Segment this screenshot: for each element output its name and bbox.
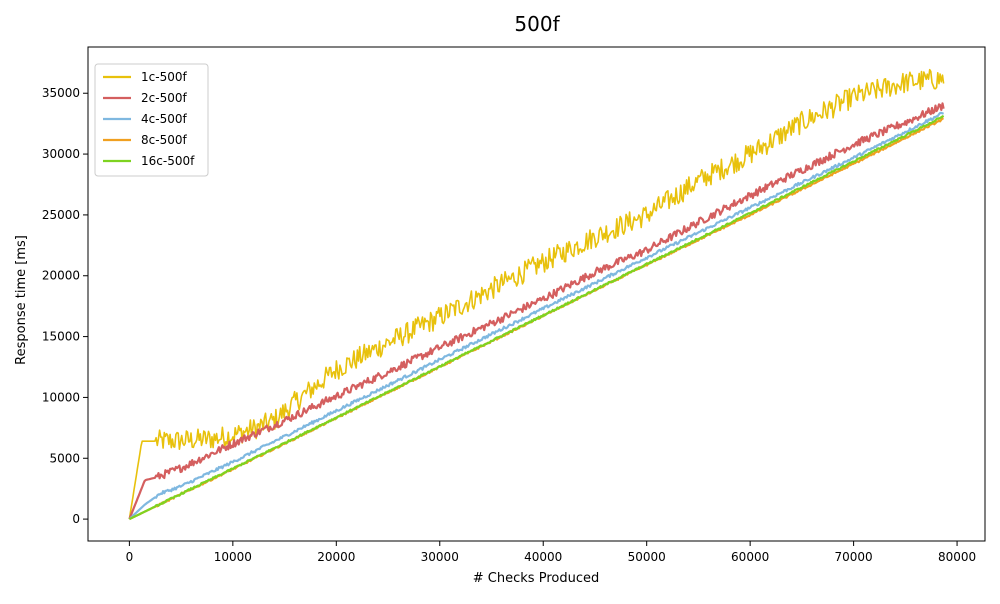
legend-frame xyxy=(94,63,209,177)
y-tick-label: 5000 xyxy=(49,451,80,465)
x-tick-label: 0 xyxy=(126,550,134,564)
y-tick-label: 0 xyxy=(72,512,80,526)
x-tick-label: 10000 xyxy=(214,550,252,564)
y-tick-label: 15000 xyxy=(42,330,80,344)
chart-title: 500f xyxy=(514,12,560,36)
chart-legend: 1c-500f 2c-500f 4c-500f 8c-500f 16c-500f xyxy=(94,63,209,177)
x-tick-label: 40000 xyxy=(524,550,562,564)
series-line-1c-500f xyxy=(128,68,945,520)
series-line-2c-500f xyxy=(128,102,945,520)
y-tick-label: 25000 xyxy=(42,208,80,222)
y-axis-ticks: 0 5000 10000 15000 20000 25000 30000 35000 xyxy=(42,86,88,526)
y-tick-label: 20000 xyxy=(42,269,80,283)
x-tick-label: 50000 xyxy=(628,550,666,564)
legend-items: 1c-500f 2c-500f 4c-500f 8c-500f 16c-500f xyxy=(103,70,195,168)
legend-label-8c-500f: 8c-500f xyxy=(141,133,187,147)
y-axis-label: Response time [ms] xyxy=(14,235,29,365)
x-tick-label: 70000 xyxy=(835,550,873,564)
x-tick-label: 60000 xyxy=(731,550,769,564)
y-tick-label: 10000 xyxy=(42,390,80,404)
legend-label-2c-500f: 2c-500f xyxy=(141,91,187,105)
plot-frame xyxy=(87,46,986,542)
series-line-16c-500f xyxy=(128,114,945,521)
x-tick-label: 20000 xyxy=(317,550,355,564)
legend-label-1c-500f: 1c-500f xyxy=(141,70,187,84)
legend-label-16c-500f: 16c-500f xyxy=(141,154,195,168)
y-tick-label: 30000 xyxy=(42,147,80,161)
legend-label-4c-500f: 4c-500f xyxy=(141,112,187,126)
x-axis-ticks: 0 10000 20000 30000 40000 50000 60000 70000 8000… xyxy=(126,541,976,564)
y-tick-label: 35000 xyxy=(42,86,80,100)
x-axis-label: # Checks Produced xyxy=(473,571,599,586)
x-tick-label: 30000 xyxy=(421,550,459,564)
plot-series-lines xyxy=(128,68,945,521)
x-tick-label: 80000 xyxy=(938,550,976,564)
series-line-4c-500f xyxy=(128,111,944,520)
